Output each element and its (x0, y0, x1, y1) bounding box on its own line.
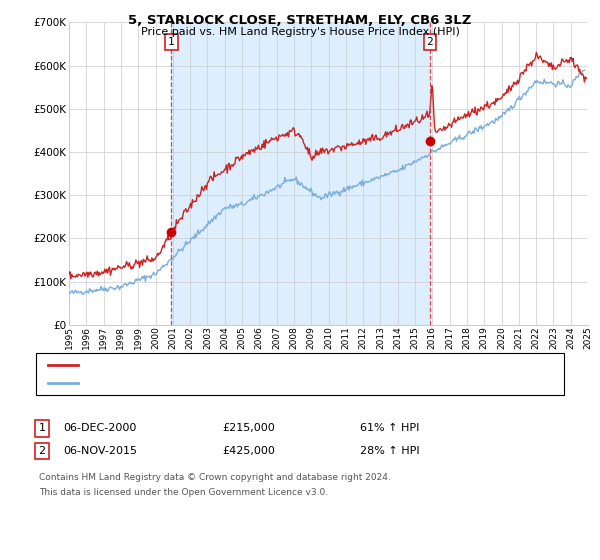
Text: 2: 2 (38, 446, 46, 456)
Text: £425,000: £425,000 (222, 446, 275, 456)
Text: Price paid vs. HM Land Registry's House Price Index (HPI): Price paid vs. HM Land Registry's House … (140, 27, 460, 37)
Text: 06-DEC-2000: 06-DEC-2000 (63, 423, 136, 433)
Text: 5, STARLOCK CLOSE, STRETHAM, ELY, CB6 3LZ (detached house): 5, STARLOCK CLOSE, STRETHAM, ELY, CB6 3L… (87, 360, 424, 370)
Text: Contains HM Land Registry data © Crown copyright and database right 2024.: Contains HM Land Registry data © Crown c… (39, 473, 391, 482)
Text: 06-NOV-2015: 06-NOV-2015 (63, 446, 137, 456)
Text: 5, STARLOCK CLOSE, STRETHAM, ELY, CB6 3LZ: 5, STARLOCK CLOSE, STRETHAM, ELY, CB6 3L… (128, 14, 472, 27)
Text: 61% ↑ HPI: 61% ↑ HPI (360, 423, 419, 433)
Text: 2: 2 (427, 37, 433, 47)
Text: 28% ↑ HPI: 28% ↑ HPI (360, 446, 419, 456)
Bar (172, 22, 430, 325)
Text: This data is licensed under the Open Government Licence v3.0.: This data is licensed under the Open Gov… (39, 488, 328, 497)
Text: 1: 1 (168, 37, 175, 47)
Text: £215,000: £215,000 (222, 423, 275, 433)
Text: 1: 1 (38, 423, 46, 433)
Text: HPI: Average price, detached house, East Cambridgeshire: HPI: Average price, detached house, East… (87, 378, 389, 388)
